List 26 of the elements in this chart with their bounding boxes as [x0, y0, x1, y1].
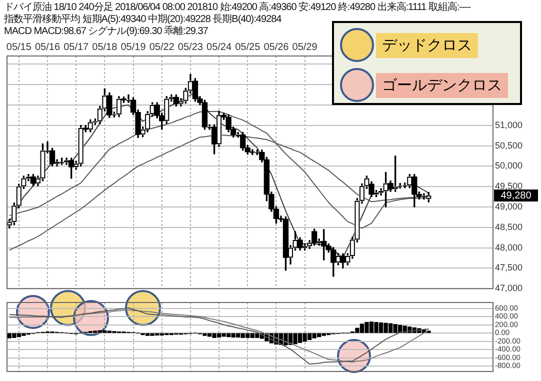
chart-subtitle: 指数平滑移動平均 短期A(5):49340 中期(20):49228 長期B(40):49284	[4, 14, 282, 26]
x-tick-label: 05/29	[292, 42, 318, 53]
text: MACD MACD:98.67 シグナル(9):69.30 乖離:29.37	[4, 26, 208, 38]
x-tick-label: 05/23	[178, 42, 204, 53]
x-tick-label: 05/17	[64, 42, 90, 53]
chart-title: ドバイ原油 18/10 240分足 2018/06/04 08:00 201810 始:49200 高:49360 安:49120 終:49280 出来高:1111 取組高:----	[4, 2, 470, 14]
y-tick-label: 49,000	[495, 201, 523, 212]
x-tick-label: 05/26	[264, 42, 290, 53]
y-tick-label: 48,000	[495, 242, 523, 252]
y-tick-label: 49,500	[495, 181, 523, 192]
y-tick-label: 51,000	[495, 120, 523, 130]
x-tick-label: 05/18	[92, 42, 118, 53]
legend-box: デッドクロス ゴールデンクロス	[332, 21, 522, 105]
x-tick-label: 05/24	[206, 42, 232, 53]
x-tick-label: 05/25	[235, 42, 261, 53]
x-tick-label: 05/16	[34, 42, 60, 53]
text: 49,280	[500, 190, 532, 202]
y-tick-label: 47,500	[495, 262, 523, 273]
y-tick-label: 47,000	[495, 283, 523, 294]
x-tick-label: 05/15	[6, 42, 32, 53]
x-tick-label: 05/22	[149, 42, 175, 53]
x-tick-label: 05/19	[120, 42, 146, 53]
y-tick-label: 50,500	[495, 140, 523, 150]
annotation: ゴールデンクロス	[376, 72, 508, 98]
y-tick-label: 50,000	[495, 160, 523, 171]
y-tick-label: 48,500	[495, 222, 523, 232]
